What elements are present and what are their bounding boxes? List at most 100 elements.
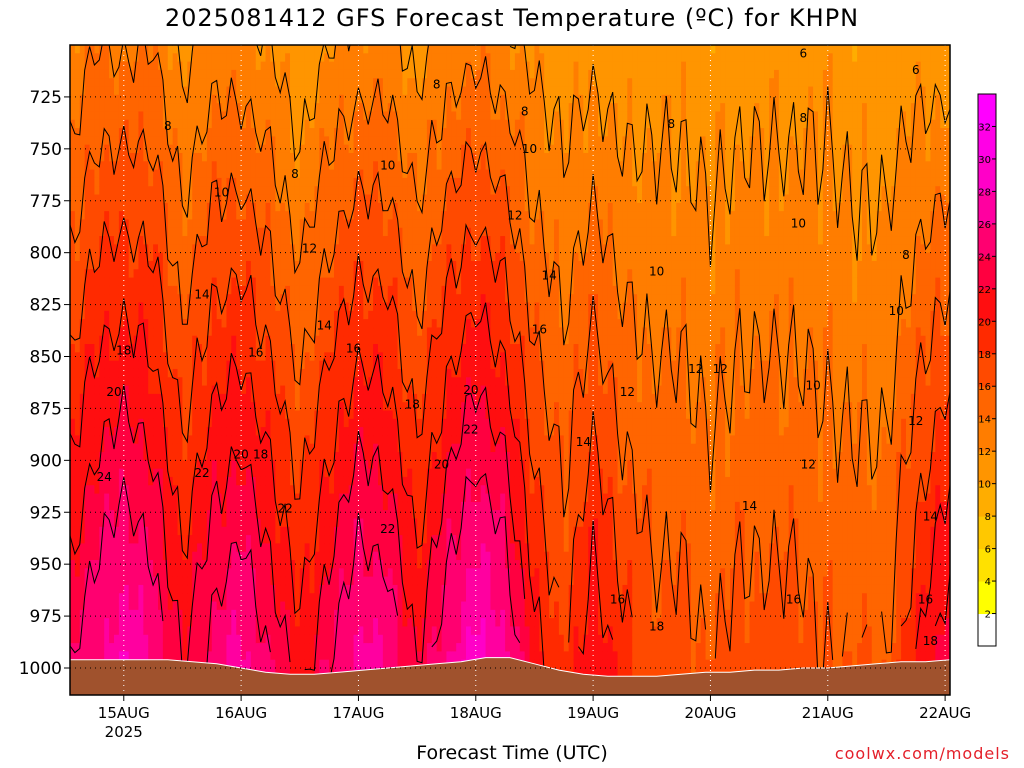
temperature-cell [79, 144, 86, 154]
temperature-cell [74, 128, 81, 137]
temperature-cell [260, 435, 267, 445]
temperature-cell [109, 618, 115, 628]
temperature-cell [177, 227, 184, 237]
temperature-cell [309, 285, 316, 295]
temperature-cell [99, 460, 105, 470]
temperature-cell [324, 294, 330, 304]
temperature-cell [206, 61, 213, 71]
temperature-cell [299, 128, 306, 137]
temperature-cell [368, 659, 374, 669]
temperature-cell [216, 501, 223, 511]
temperature-cell [373, 94, 379, 104]
temperature-cell [260, 327, 267, 337]
temperature-cell [299, 310, 306, 320]
temperature-cell [138, 186, 144, 196]
temperature-cell [177, 460, 184, 470]
temperature-cell [270, 377, 276, 387]
temperature-cell [270, 518, 276, 528]
temperature-cell [309, 152, 316, 162]
temperature-cell [363, 535, 369, 545]
temperature-cell [338, 69, 345, 79]
temperature-cell [280, 659, 286, 669]
temperature-cell [314, 543, 320, 553]
temperature-cell [94, 468, 100, 478]
temperature-cell [353, 152, 360, 162]
temperature-cell [368, 310, 374, 320]
temperature-cell [280, 111, 286, 121]
temperature-cell [138, 344, 144, 353]
temperature-cell [260, 601, 267, 611]
temperature-cell [236, 327, 242, 337]
temperature-cell [172, 53, 179, 63]
temperature-cell [172, 260, 179, 270]
temperature-cell [148, 626, 154, 636]
temperature-cell [373, 327, 379, 337]
temperature-cell [373, 360, 379, 370]
temperature-cell [304, 651, 311, 661]
temperature-cell [128, 560, 135, 569]
temperature-cell [353, 202, 360, 212]
temperature-cell [270, 186, 276, 196]
temperature-cell [197, 45, 203, 54]
temperature-cell [299, 211, 306, 221]
temperature-cell [143, 86, 149, 96]
temperature-cell [255, 144, 262, 154]
temperature-cell [294, 128, 301, 137]
temperature-cell [294, 510, 301, 520]
temperature-cell [89, 244, 96, 254]
temperature-cell [250, 452, 257, 461]
temperature-cell [89, 410, 96, 420]
temperature-cell [329, 69, 335, 79]
temperature-cell [158, 186, 164, 196]
temperature-cell [177, 219, 184, 229]
temperature-cell [373, 310, 379, 320]
temperature-cell [334, 177, 340, 187]
temperature-cell [187, 344, 193, 353]
temperature-cell [329, 86, 335, 96]
temperature-cell [167, 327, 174, 337]
temperature-cell [363, 269, 369, 279]
temperature-cell [358, 186, 364, 196]
temperature-cell [70, 269, 76, 279]
temperature-cell [123, 560, 130, 569]
temperature-cell [358, 634, 364, 644]
temperature-cell [133, 501, 140, 511]
temperature-cell [241, 385, 247, 395]
temperature-cell [353, 177, 360, 187]
temperature-cell [226, 609, 232, 619]
temperature-cell [348, 327, 355, 337]
temperature-cell [104, 560, 110, 569]
temperature-cell [368, 103, 374, 113]
temperature-cell [89, 576, 96, 586]
temperature-cell [206, 169, 213, 179]
temperature-cell [153, 119, 159, 129]
temperature-cell [79, 186, 86, 196]
temperature-cell [133, 568, 140, 578]
temperature-cell [358, 45, 364, 54]
temperature-cell [114, 560, 120, 569]
temperature-cell [123, 601, 130, 611]
temperature-cell [74, 144, 81, 154]
temperature-cell [319, 78, 325, 88]
temperature-cell [334, 202, 340, 212]
temperature-cell [324, 335, 330, 345]
temperature-cell [275, 501, 281, 511]
temperature-cell [329, 618, 335, 628]
temperature-cell [128, 269, 135, 279]
temperature-cell [109, 377, 115, 387]
temperature-cell [250, 377, 257, 387]
temperature-cell [109, 169, 115, 179]
temperature-cell [329, 626, 335, 636]
temperature-cell [70, 402, 76, 412]
temperature-cell [182, 476, 188, 486]
temperature-cell [162, 53, 169, 63]
temperature-cell [74, 136, 81, 146]
temperature-cell [182, 319, 188, 329]
temperature-cell [109, 144, 115, 154]
temperature-cell [334, 119, 340, 129]
temperature-cell [250, 310, 257, 320]
temperature-cell [309, 53, 316, 63]
temperature-cell [358, 227, 364, 237]
temperature-cell [99, 618, 105, 628]
temperature-cell [172, 651, 179, 661]
